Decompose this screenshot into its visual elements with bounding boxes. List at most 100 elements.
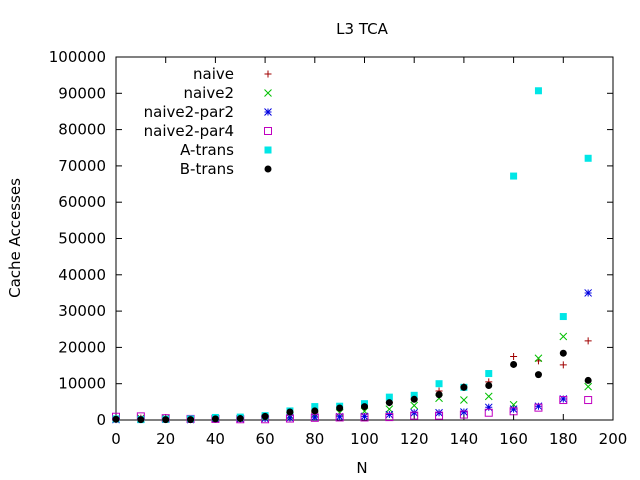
y-tick-label: 0	[96, 411, 106, 429]
data-point	[460, 396, 468, 404]
y-tick-label: 60000	[58, 193, 106, 211]
y-tick-label: 80000	[58, 121, 106, 139]
legend-marker	[264, 165, 272, 173]
data-point	[335, 412, 344, 421]
y-tick-label: 20000	[58, 338, 106, 356]
x-tick-label: 180	[549, 430, 578, 448]
y-tick-label: 40000	[58, 266, 106, 284]
data-point	[460, 408, 468, 416]
data-point	[310, 413, 319, 421]
data-point	[484, 408, 493, 417]
data-point	[187, 416, 195, 424]
x-tick-label: 100	[350, 430, 379, 448]
data-point	[410, 411, 419, 420]
x-axis-label: N	[356, 459, 367, 477]
data-point	[410, 408, 419, 417]
data-point	[385, 413, 394, 422]
data-point	[509, 405, 518, 413]
data-point	[385, 393, 393, 401]
data-point	[311, 403, 319, 411]
data-point	[385, 405, 394, 413]
x-tick-label: 40	[206, 430, 225, 448]
data-point	[584, 337, 592, 345]
data-point	[584, 382, 593, 391]
data-point	[360, 413, 369, 422]
legend-label: naive2-par2	[144, 103, 234, 121]
data-point	[510, 360, 518, 368]
data-point	[361, 403, 368, 411]
data-point	[435, 391, 443, 399]
data-point	[112, 415, 120, 423]
x-tick-label: 120	[400, 430, 429, 448]
data-point	[335, 413, 344, 422]
x-tick-label: 80	[305, 430, 324, 448]
data-point	[410, 391, 418, 399]
data-points	[112, 87, 593, 424]
x-tick-label: 160	[499, 430, 528, 448]
legend: naivenaive2naive2-par2naive2-par4A-trans…	[144, 65, 272, 178]
legend-label: naive2	[183, 84, 234, 102]
data-point	[236, 415, 244, 423]
y-tick-label: 100000	[49, 48, 106, 66]
y-tick-label: 70000	[58, 157, 106, 175]
data-point	[559, 349, 567, 357]
data-point	[336, 404, 344, 412]
y-tick-label: 50000	[58, 230, 106, 248]
data-point	[510, 172, 518, 180]
series-naive2-par2	[112, 289, 593, 424]
data-point	[162, 416, 170, 424]
data-point	[211, 415, 219, 423]
data-point	[385, 399, 393, 407]
data-point	[485, 382, 493, 390]
data-point	[435, 411, 444, 420]
data-point	[311, 407, 319, 415]
legend-marker	[264, 89, 272, 97]
data-point	[410, 401, 419, 410]
data-point	[286, 413, 294, 422]
legend-label: naive	[193, 65, 234, 83]
data-point	[435, 380, 443, 388]
data-point	[137, 416, 145, 424]
data-point	[534, 87, 542, 95]
x-tick-label: 140	[450, 430, 479, 448]
legend-label: naive2-par4	[144, 122, 234, 140]
y-tick-label: 90000	[58, 84, 106, 102]
legend-label: B-trans	[180, 160, 234, 178]
data-point	[584, 289, 593, 297]
data-point	[459, 410, 468, 419]
y-tick-label: 10000	[58, 375, 106, 393]
axis-ticks: 0 20 40 60 80 100 120 140 160 180 200 0 10000 20000 30…	[49, 48, 628, 448]
data-point	[360, 412, 369, 421]
data-point	[286, 408, 294, 416]
x-tick-label: 0	[111, 430, 121, 448]
x-tick-label: 20	[156, 430, 175, 448]
data-point	[435, 408, 443, 417]
legend-marker	[264, 108, 272, 116]
series-naive2-par4	[112, 396, 593, 424]
data-point	[534, 403, 543, 412]
data-point	[559, 332, 568, 341]
data-point	[584, 154, 592, 162]
data-point	[534, 354, 543, 363]
data-point	[559, 313, 567, 321]
data-point	[534, 371, 542, 379]
data-point	[534, 402, 543, 411]
x-tick-label: 200	[599, 430, 628, 448]
chart-title: L3 TCA	[336, 20, 388, 38]
data-point	[584, 376, 592, 384]
legend-marker	[264, 70, 272, 78]
legend-label: A-trans	[180, 141, 234, 159]
y-tick-label: 30000	[58, 302, 106, 320]
data-point	[485, 370, 493, 378]
series-naive	[112, 337, 592, 423]
data-point	[484, 403, 493, 412]
data-point	[584, 396, 593, 405]
data-point	[484, 392, 493, 401]
data-point	[261, 412, 269, 420]
legend-marker	[264, 127, 272, 135]
x-tick-label: 60	[256, 430, 275, 448]
series-B-trans	[112, 349, 592, 424]
data-point	[410, 395, 418, 403]
data-point	[559, 395, 568, 403]
